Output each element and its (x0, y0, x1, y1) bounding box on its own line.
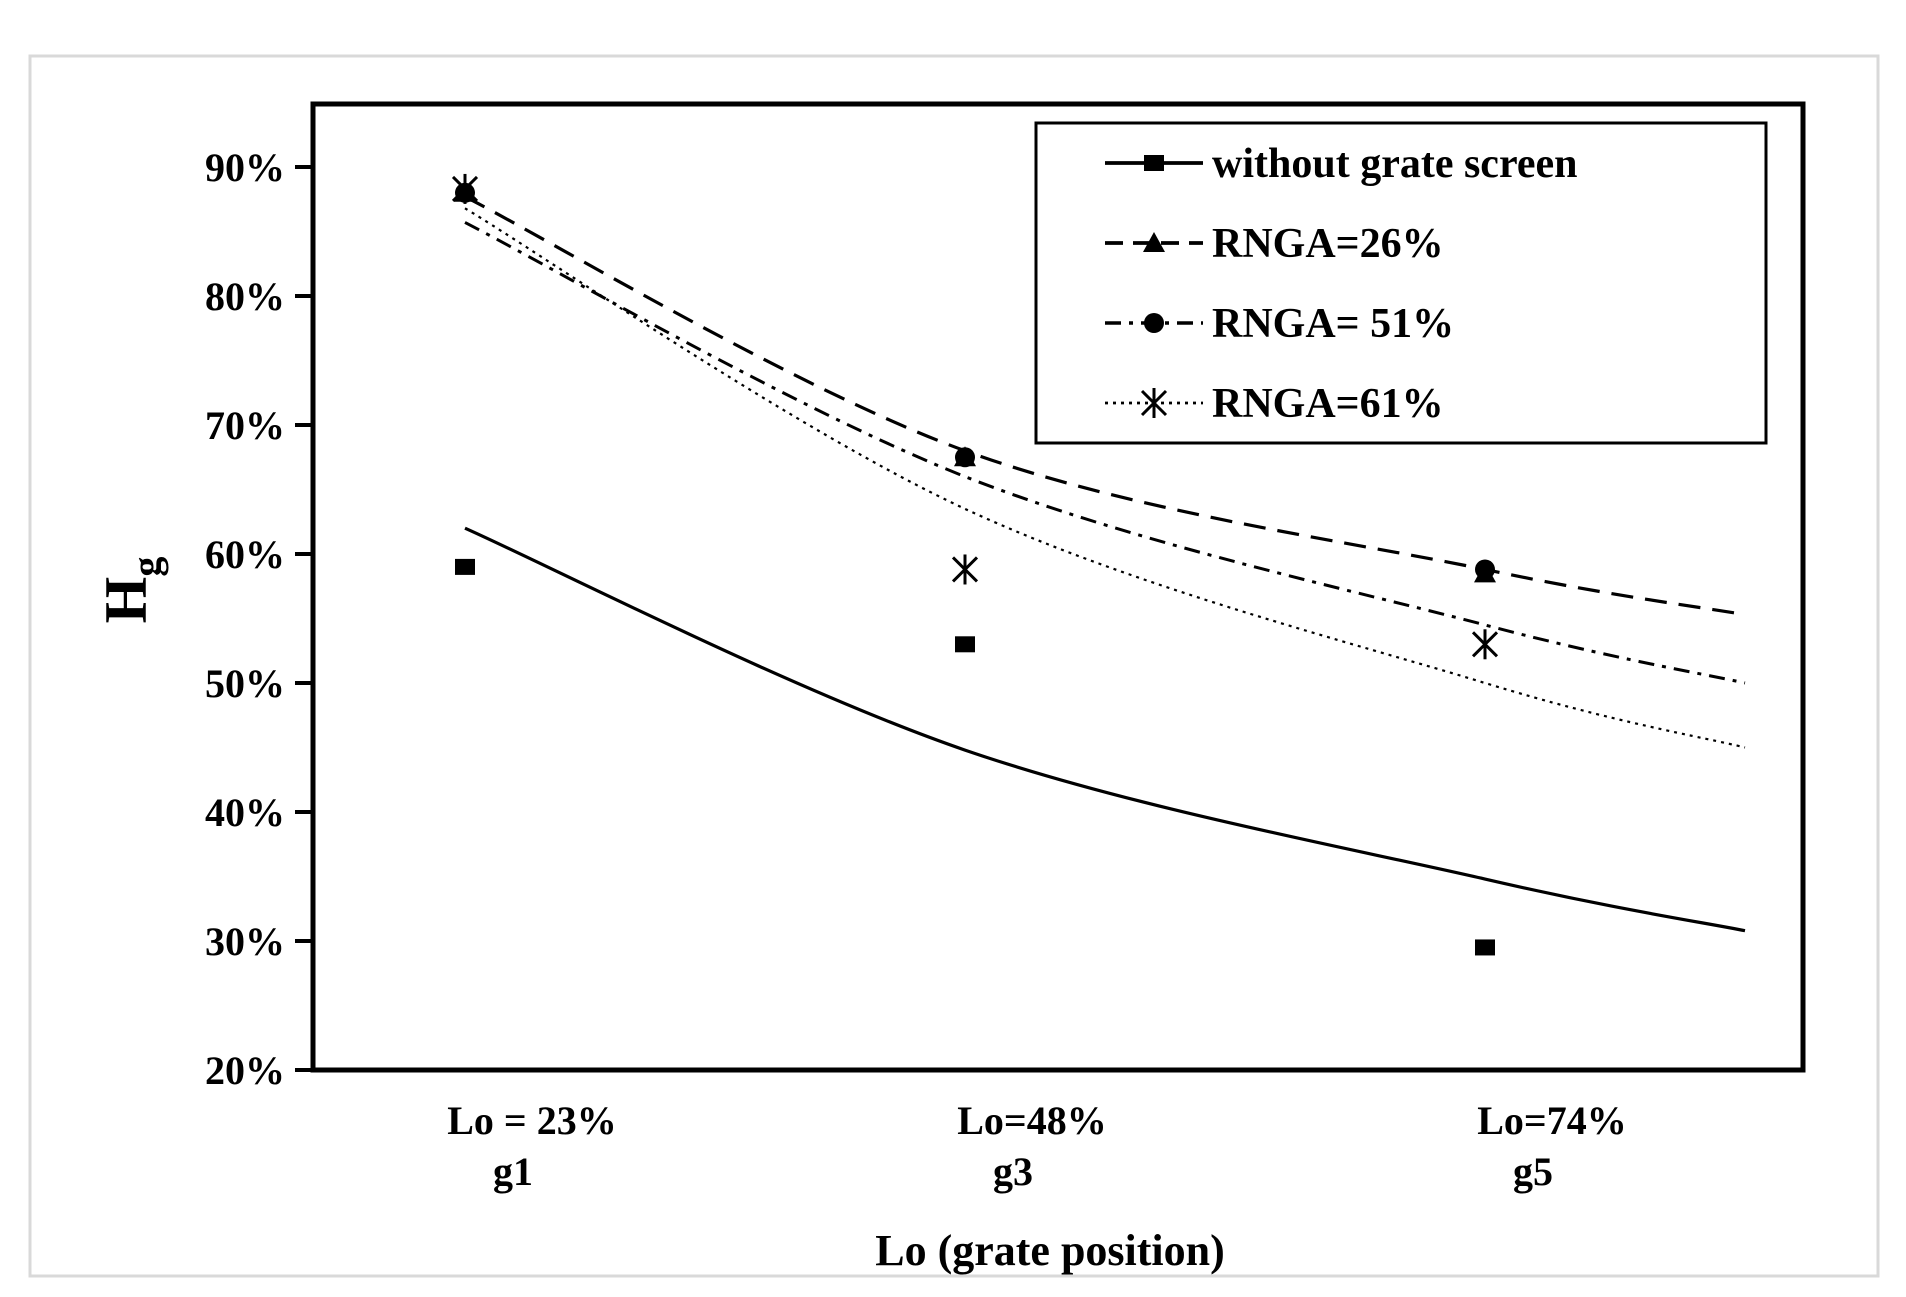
data-point-series-1-3 (1475, 939, 1495, 956)
legend-marker (1144, 155, 1164, 171)
legend: without grate screen RNGA=26% RNGA= 51% RNG… (1034, 121, 1768, 445)
x-category-label: Lo=48% g3 (957, 1098, 1106, 1194)
data-point-series-3-2 (955, 447, 975, 468)
y-tick-label: 90% (205, 145, 285, 190)
x-tick-label-grate: g3 (993, 1149, 1033, 1194)
legend-entries: without grate screen RNGA=26% RNGA= 51% RNG… (1105, 141, 1577, 427)
data-point-series-4-2 (951, 554, 979, 585)
legend-label: RNGA=26% (1212, 221, 1444, 267)
y-tick-label: 20% (205, 1048, 285, 1093)
y-tick-label: 60% (205, 532, 285, 577)
y-tick-label: 70% (205, 403, 285, 448)
legend-marker (1144, 313, 1164, 333)
data-point-series-1-1 (455, 558, 475, 575)
y-axis-title: Hg (93, 557, 169, 624)
y-tick-label: 30% (205, 919, 285, 964)
data-markers (451, 173, 1499, 956)
legend-entry-3: RNGA= 51% (1105, 301, 1454, 347)
legend-entry-4: RNGA=61% (1105, 381, 1444, 427)
legend-box (1034, 121, 1768, 445)
x-tick-label-position: Lo=74% (1477, 1098, 1626, 1143)
data-point-series-4-1 (451, 173, 479, 204)
x-tick-label-position: Lo=48% (957, 1098, 1106, 1143)
data-point-series-4-3 (1471, 629, 1499, 660)
trend-line-series-2 (464, 195, 1746, 617)
legend-label: RNGA= 51% (1212, 301, 1454, 347)
x-category-label: Lo=74% g5 (1477, 1098, 1626, 1194)
x-tick-label-position: Lo = 23% (447, 1098, 616, 1143)
trend-line-series-3 (464, 221, 1746, 685)
y-axis-title-main: H (93, 577, 159, 624)
y-tick-label: 40% (205, 790, 285, 835)
y-axis-title-subscript: g (124, 557, 169, 577)
x-category-label: Lo = 23% g1 (447, 1098, 616, 1194)
data-point-series-1-2 (955, 636, 975, 653)
x-tick-label-grate: g1 (493, 1149, 533, 1194)
data-point-series-3-3 (1475, 559, 1495, 580)
y-tick-label: 50% (205, 661, 285, 706)
x-axis-title: Lo (grate position) (875, 1226, 1225, 1275)
svg-text:Hg: Hg (93, 557, 169, 624)
legend-marker (1143, 232, 1165, 252)
legend-entry-2: RNGA=26% (1105, 221, 1444, 267)
legend-label: without grate screen (1212, 141, 1577, 187)
trend-line-series-1 (464, 526, 1746, 933)
y-axis: 20% 30% 40% 50% 60% 70% 80% 90% (205, 145, 313, 1093)
trend-line-series-4 (464, 207, 1746, 749)
y-tick-label: 80% (205, 274, 285, 319)
legend-marker (1140, 388, 1168, 418)
trend-lines (464, 195, 1746, 933)
x-tick-label-grate: g5 (1513, 1149, 1553, 1194)
legend-label: RNGA=61% (1212, 381, 1444, 427)
x-axis: Lo = 23% g1 Lo=48% g3 Lo=74% g5 (447, 1098, 1626, 1194)
legend-entry-1: without grate screen (1105, 141, 1577, 187)
